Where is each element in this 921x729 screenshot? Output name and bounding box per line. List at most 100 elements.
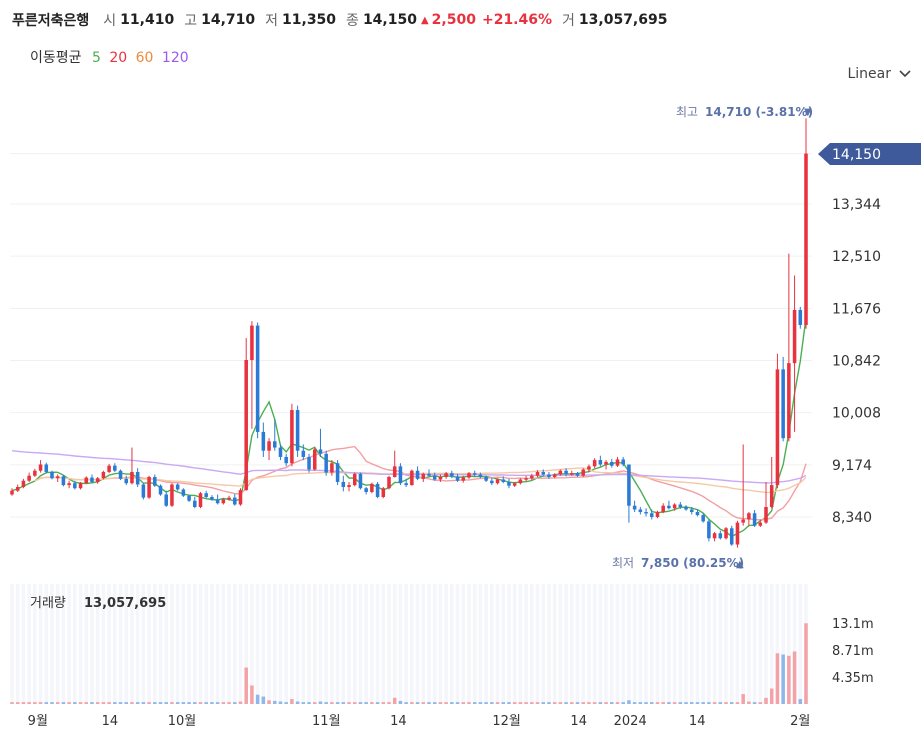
volume-bg-column — [661, 584, 665, 704]
candle — [547, 471, 551, 479]
candle-body — [295, 410, 300, 451]
volume-bg-column — [175, 584, 180, 704]
candle-body — [244, 359, 248, 491]
volume-bg-column — [615, 584, 620, 704]
volume-bg-column — [632, 584, 637, 704]
candle — [649, 509, 654, 520]
volume-bg-column — [101, 584, 106, 704]
candle-body — [512, 483, 517, 486]
candle — [798, 306, 803, 329]
candle-body — [141, 484, 146, 498]
candle — [558, 469, 563, 476]
volume-bg-column — [638, 584, 643, 704]
candle — [61, 475, 66, 487]
volume-bar — [381, 702, 386, 704]
volume-bar — [804, 623, 808, 704]
volume-bg-column — [518, 584, 523, 704]
min-marker-label: 최저 — [612, 556, 634, 570]
candle — [187, 494, 191, 502]
ma-5-label[interactable]: 5 — [91, 50, 101, 66]
candle-body — [461, 477, 466, 481]
candle — [335, 460, 340, 486]
candle — [655, 510, 660, 519]
candle — [461, 475, 466, 483]
candle-body — [27, 475, 31, 481]
volume-bg-column — [547, 584, 551, 704]
volume-bar — [450, 702, 454, 704]
volume-bar — [33, 702, 37, 704]
volume-bar — [707, 702, 711, 704]
volume-bg-column — [255, 584, 260, 704]
scale-select[interactable]: Linear — [847, 66, 911, 82]
volume-bar — [592, 702, 597, 704]
ma-120-label[interactable]: 120 — [161, 50, 189, 66]
volume-bg-column — [358, 584, 363, 704]
volume-bg-column — [375, 584, 380, 704]
close-value: 14,150 — [362, 12, 417, 28]
volume-bar — [272, 700, 277, 704]
candle — [684, 505, 688, 511]
volume-bar — [153, 702, 157, 704]
candle-body — [570, 473, 574, 475]
volume-bg-column — [604, 584, 608, 704]
volume-tick-label: 8.71m — [832, 644, 874, 659]
volume-bg-column — [678, 584, 683, 704]
candle — [718, 530, 723, 540]
volume-bar — [512, 702, 517, 704]
candle — [689, 506, 694, 515]
candle — [124, 475, 129, 486]
candle-body — [787, 363, 791, 439]
volume-bar — [444, 702, 448, 704]
volume-bar — [598, 702, 603, 704]
candle — [415, 466, 420, 481]
volume-axis: 4.35m 8.71m 13.1m — [832, 617, 874, 686]
volume-bg-column — [78, 584, 83, 704]
candle-body — [347, 485, 351, 487]
candle-body — [644, 511, 648, 514]
candle-body — [501, 479, 506, 482]
candle-body — [444, 473, 448, 477]
volume-bar — [335, 702, 340, 704]
candle — [215, 494, 220, 505]
candle-body — [301, 450, 306, 457]
volume-bar — [552, 702, 557, 704]
volume-bg-column — [592, 584, 597, 704]
candle — [193, 496, 197, 509]
candle — [450, 470, 454, 479]
candle — [318, 428, 323, 457]
candle-body — [701, 515, 705, 522]
candle — [50, 470, 54, 480]
volume-bar — [341, 702, 346, 704]
candle-body — [695, 511, 700, 516]
ma-60-label[interactable]: 60 — [135, 50, 154, 66]
candle — [724, 527, 728, 540]
volume-bg-column — [267, 584, 271, 704]
volume-bg-column — [598, 584, 603, 704]
candle — [221, 498, 226, 505]
volume-bar — [661, 702, 665, 704]
volume-bg-column — [438, 584, 443, 704]
ma-20-label[interactable]: 20 — [109, 50, 128, 66]
volume-bar — [227, 702, 231, 704]
volume-bg-column — [193, 584, 197, 704]
volume-bar — [604, 702, 608, 704]
candle-body — [729, 528, 734, 545]
volume-bg-column — [558, 584, 563, 704]
candle — [387, 475, 391, 490]
volume-bg-column — [10, 584, 14, 704]
candle-body — [90, 477, 94, 482]
volume-bar — [524, 702, 528, 704]
volume-bg-column — [130, 584, 134, 704]
volume-bar — [455, 702, 460, 704]
candle — [101, 470, 106, 480]
volume-bar — [210, 702, 214, 704]
candle — [501, 476, 506, 484]
volume-bg-column — [250, 584, 254, 704]
candle-body — [547, 474, 551, 477]
date-tick-label: 2월 — [790, 714, 810, 729]
volume-bg-column — [107, 584, 111, 704]
moving-average-lines — [11, 317, 807, 538]
volume-bar — [518, 702, 523, 704]
candle — [164, 490, 169, 507]
